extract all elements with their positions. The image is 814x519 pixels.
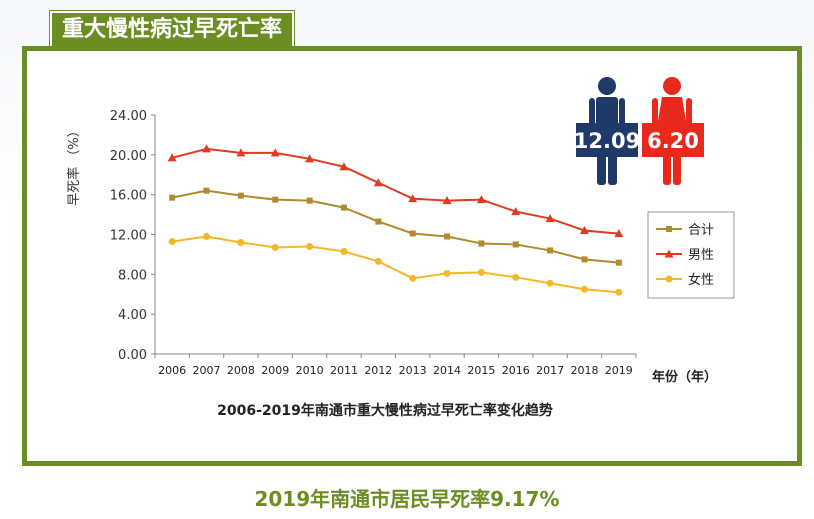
y-tick-label: 4.00 xyxy=(118,308,147,323)
chart-title: 2006-2019年南通市重大慢性病过早死亡率变化趋势 xyxy=(217,402,553,419)
data-point xyxy=(478,240,485,247)
data-point xyxy=(340,247,348,255)
data-point xyxy=(202,144,212,153)
data-point xyxy=(167,153,177,162)
data-point xyxy=(476,195,486,204)
y-tick-label: 8.00 xyxy=(118,268,147,283)
data-point xyxy=(615,259,622,266)
x-tick-label: 2012 xyxy=(364,364,392,377)
data-point xyxy=(203,232,211,240)
x-tick-label: 2009 xyxy=(261,364,289,377)
y-tick-label: 16.00 xyxy=(110,189,147,204)
data-point xyxy=(580,285,588,293)
data-point xyxy=(340,204,347,211)
data-point xyxy=(374,257,382,265)
male-value-badge xyxy=(576,123,638,157)
data-point xyxy=(306,242,314,250)
footer-caption: 2019年南通市居民早死率9.17% xyxy=(254,487,560,511)
x-tick-label: 2014 xyxy=(433,364,461,377)
legend-marker xyxy=(665,275,673,283)
data-point xyxy=(477,268,485,276)
data-point xyxy=(373,178,383,187)
data-point xyxy=(512,273,520,281)
data-point xyxy=(237,192,244,199)
data-point xyxy=(547,247,554,254)
legend-label: 合计 xyxy=(688,223,714,238)
legend-marker xyxy=(666,226,672,232)
series-line-2 xyxy=(172,235,619,294)
data-point xyxy=(444,233,451,240)
data-point xyxy=(271,243,279,251)
x-tick-label: 2017 xyxy=(536,364,564,377)
y-tick-label: 20.00 xyxy=(110,149,147,164)
x-tick-label: 2008 xyxy=(227,364,255,377)
data-point xyxy=(306,197,313,204)
data-point xyxy=(615,288,623,296)
data-point xyxy=(581,256,588,263)
data-point xyxy=(270,148,280,157)
data-point xyxy=(409,230,416,237)
data-point xyxy=(579,226,589,235)
series-line-1 xyxy=(171,147,619,235)
x-tick-label: 2018 xyxy=(570,364,598,377)
data-point xyxy=(375,218,382,225)
data-point xyxy=(203,187,210,194)
x-tick-label: 2016 xyxy=(502,364,530,377)
data-point xyxy=(443,269,451,277)
y-axis-title: 早死率 （%） xyxy=(66,124,82,206)
x-tick-label: 2019 xyxy=(605,364,633,377)
x-tick-label: 2011 xyxy=(330,364,358,377)
data-point xyxy=(545,214,555,223)
data-point xyxy=(442,196,452,205)
data-point xyxy=(546,279,554,287)
x-tick-label: 2007 xyxy=(193,364,221,377)
series-line-0 xyxy=(171,189,619,264)
x-tick-label: 2015 xyxy=(467,364,495,377)
data-point xyxy=(237,238,245,246)
legend-label: 女性 xyxy=(688,272,714,288)
data-point xyxy=(168,237,176,245)
data-point xyxy=(339,162,349,171)
x-tick-label: 2010 xyxy=(296,364,324,377)
data-point xyxy=(408,194,418,203)
data-point xyxy=(305,154,315,163)
data-point xyxy=(614,229,624,238)
data-point xyxy=(169,194,176,201)
y-tick-label: 12.00 xyxy=(110,229,147,244)
x-axis-title: 年份（年） xyxy=(652,369,717,385)
y-tick-label: 0.00 xyxy=(118,348,147,363)
data-point xyxy=(511,207,521,216)
x-tick-label: 2006 xyxy=(158,364,186,377)
x-tick-label: 2013 xyxy=(399,364,427,377)
data-point xyxy=(236,148,246,157)
slide-title: 重大慢性病过早死亡率 xyxy=(50,11,295,49)
legend-marker xyxy=(664,249,674,258)
legend-label: 男性 xyxy=(688,248,714,263)
data-point xyxy=(409,274,417,282)
male-value: 12.09 xyxy=(574,129,640,153)
data-point xyxy=(272,196,279,203)
female-value-badge xyxy=(642,123,704,157)
y-tick-label: 24.00 xyxy=(110,109,147,124)
data-point xyxy=(512,241,519,248)
female-value: 6.20 xyxy=(647,129,699,153)
